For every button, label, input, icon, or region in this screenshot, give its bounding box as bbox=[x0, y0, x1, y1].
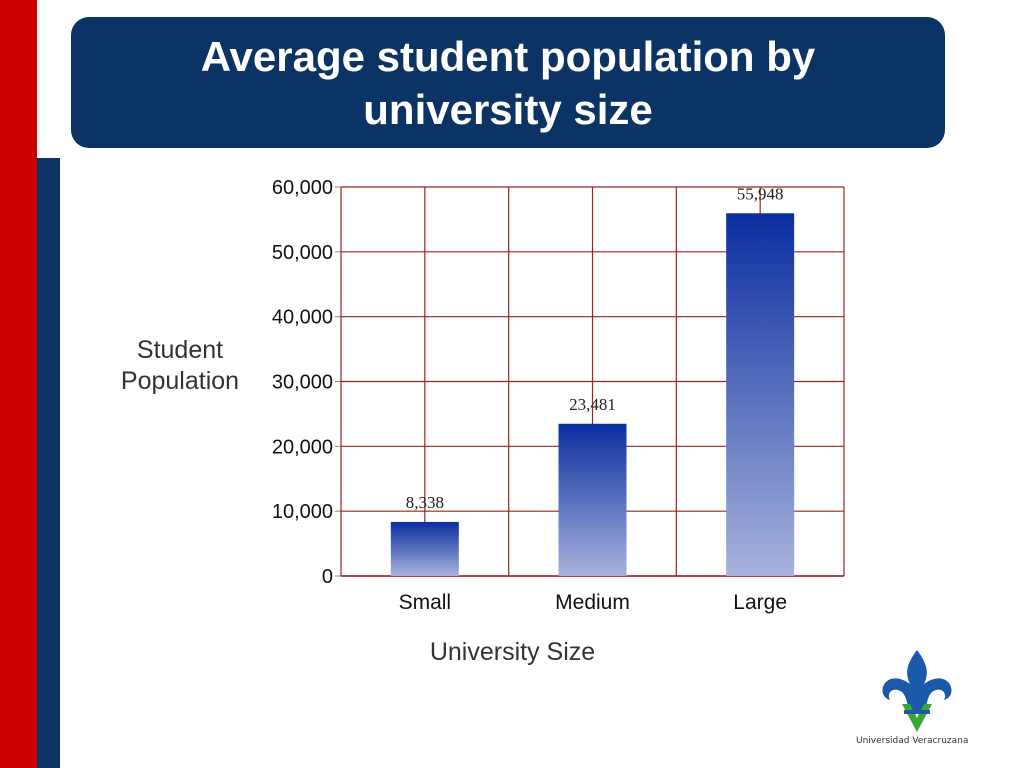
left-red-stripe bbox=[0, 0, 37, 768]
title-banner: Average student population by university… bbox=[71, 17, 945, 148]
y-tick-label: 40,000 bbox=[272, 307, 333, 329]
chart-labels: 0 10,000 20,000 30,000 40,000 50,000 60,000 8,3… bbox=[121, 177, 787, 666]
slide-title: Average student population by university… bbox=[200, 32, 816, 133]
x-axis-title: University Size bbox=[430, 638, 595, 666]
data-label: 23,481 bbox=[569, 395, 616, 414]
y-tick-label: 50,000 bbox=[272, 242, 333, 264]
y-axis-title: Student Population bbox=[121, 336, 239, 395]
y-tick-label: 30,000 bbox=[272, 372, 333, 394]
chart-bars bbox=[390, 213, 795, 577]
x-category-label: Medium bbox=[555, 591, 630, 614]
bar-small bbox=[390, 521, 459, 576]
left-navy-stripe bbox=[37, 158, 60, 768]
bar-medium bbox=[558, 423, 627, 576]
data-label: 55,948 bbox=[737, 184, 784, 203]
y-tick-label: 60,000 bbox=[272, 177, 333, 199]
y-tick-label: 0 bbox=[322, 566, 333, 588]
bar-large bbox=[726, 213, 795, 577]
university-logo-icon bbox=[882, 650, 952, 732]
x-category-label: Small bbox=[399, 591, 452, 614]
x-category-label: Large bbox=[733, 591, 787, 614]
y-tick-label: 20,000 bbox=[272, 436, 333, 458]
y-tick-label: 10,000 bbox=[272, 501, 333, 523]
data-label: 8,338 bbox=[406, 493, 444, 512]
logo-caption: Universidad Veracruzana bbox=[856, 736, 969, 746]
